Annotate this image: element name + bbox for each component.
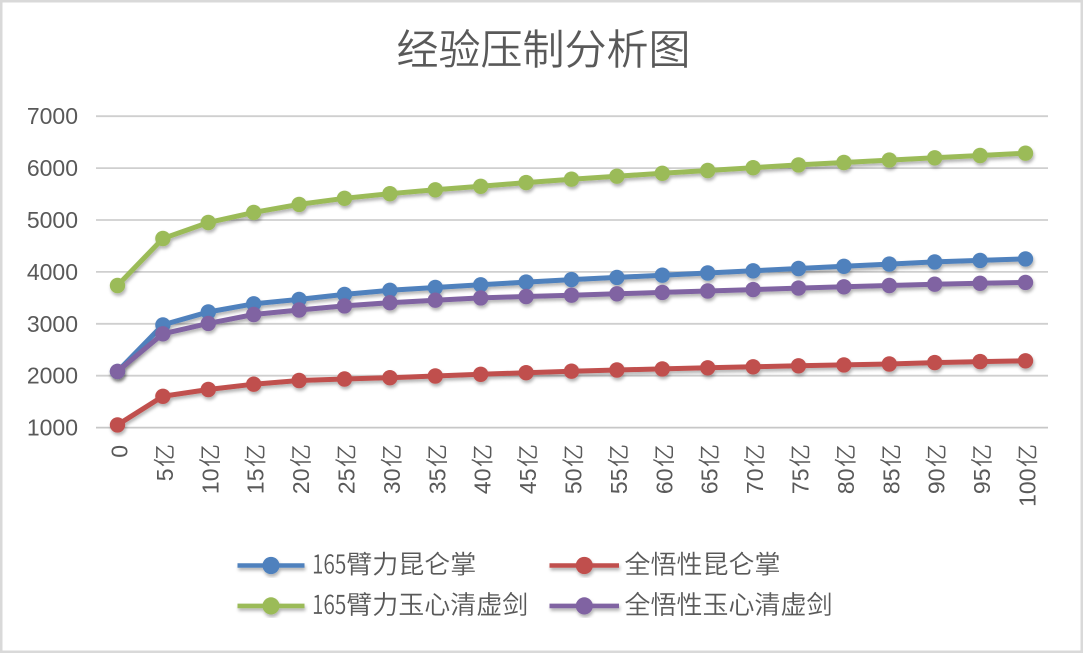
svg-text:15: 15: [243, 469, 269, 495]
svg-text:7000: 7000: [27, 103, 78, 129]
svg-text:50: 50: [561, 469, 587, 495]
svg-text:60: 60: [651, 469, 677, 495]
svg-text:6000: 6000: [27, 155, 78, 181]
svg-text:45: 45: [515, 469, 541, 495]
svg-text:85: 85: [878, 469, 904, 495]
svg-text:80: 80: [833, 469, 859, 495]
svg-text:1000: 1000: [27, 415, 78, 441]
svg-text:10: 10: [197, 469, 223, 495]
svg-text:40: 40: [470, 469, 496, 495]
svg-text:4000: 4000: [27, 259, 78, 285]
svg-text:35: 35: [424, 469, 450, 495]
svg-text:65: 65: [697, 469, 723, 495]
svg-text:5000: 5000: [27, 207, 78, 233]
svg-text:5: 5: [152, 469, 178, 482]
svg-text:75: 75: [788, 469, 814, 495]
svg-text:95: 95: [969, 469, 995, 495]
svg-text:3000: 3000: [27, 311, 78, 337]
svg-text:30: 30: [379, 469, 405, 495]
svg-text:70: 70: [742, 469, 768, 495]
svg-text:0: 0: [107, 445, 133, 458]
svg-text:55: 55: [606, 469, 632, 495]
svg-text:90: 90: [924, 469, 950, 495]
svg-text:25: 25: [334, 469, 360, 495]
svg-text:100: 100: [1015, 469, 1041, 507]
svg-text:2000: 2000: [27, 363, 78, 389]
svg-text:20: 20: [288, 469, 314, 495]
